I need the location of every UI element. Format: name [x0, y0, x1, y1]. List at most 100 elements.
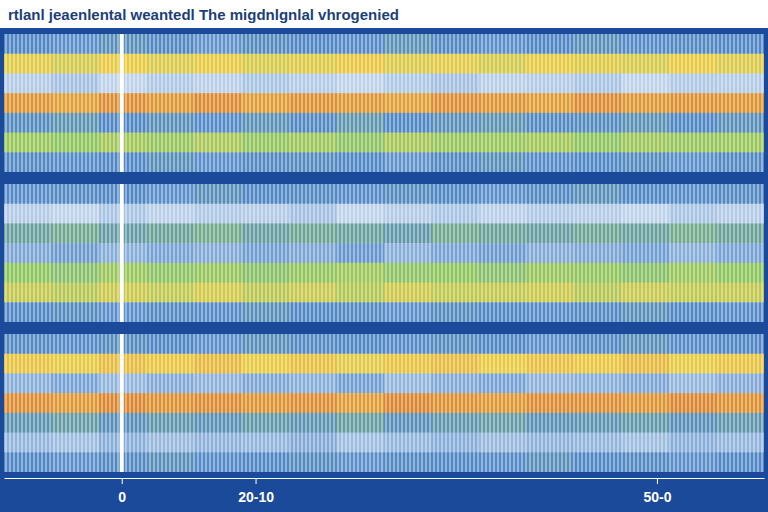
stripe [737, 334, 738, 472]
stripe [517, 184, 518, 322]
stripe [437, 34, 438, 172]
stripe [165, 334, 166, 472]
heatmap-cell [432, 263, 480, 283]
stripe [529, 34, 530, 172]
stripe [321, 184, 322, 322]
stripe [213, 184, 214, 322]
stripe [413, 334, 414, 472]
heatmap-cell [4, 452, 52, 472]
stripe [277, 334, 278, 472]
stripe [709, 184, 710, 322]
stripe [321, 34, 322, 172]
stripe [253, 184, 254, 322]
heatmap-cell [717, 433, 765, 453]
heatmap-cell [432, 302, 480, 322]
panel-background [4, 184, 764, 322]
heatmap-cell [384, 452, 432, 472]
stripe [689, 184, 690, 322]
stripe [745, 184, 746, 322]
stripe [149, 184, 150, 322]
stripe [57, 184, 58, 322]
stripe [81, 184, 82, 322]
heatmap-cell [4, 243, 52, 263]
stripe [581, 184, 582, 322]
heatmap-cell [432, 113, 480, 133]
stripe [421, 184, 422, 322]
stripe [189, 184, 190, 322]
stripe [121, 34, 122, 172]
stripe [421, 34, 422, 172]
stripe [73, 34, 74, 172]
stripe [733, 334, 734, 472]
stripe [545, 34, 546, 172]
stripe [61, 184, 62, 322]
stripe [449, 334, 450, 472]
heatmap-cell [717, 93, 765, 113]
stripe [517, 334, 518, 472]
stripe [341, 334, 342, 472]
stripe [629, 334, 630, 472]
stripe [61, 334, 62, 472]
stripe [625, 334, 626, 472]
stripe [137, 34, 138, 172]
stripe [433, 334, 434, 472]
stripe [117, 334, 118, 472]
stripe [717, 184, 718, 322]
stripe [641, 184, 642, 322]
stripe [365, 334, 366, 472]
heatmap-cell [432, 93, 480, 113]
stripe [285, 34, 286, 172]
stripe [173, 184, 174, 322]
stripe [625, 34, 626, 172]
stripe [533, 34, 534, 172]
stripe [117, 184, 118, 322]
stripe [269, 334, 270, 472]
stripe [173, 34, 174, 172]
stripe [45, 34, 46, 172]
stripe [241, 34, 242, 172]
heatmap-cell [717, 204, 765, 224]
stripe [229, 184, 230, 322]
heatmap-cell [384, 113, 432, 133]
stripe [393, 34, 394, 172]
stripe [61, 34, 62, 172]
stripe [173, 334, 174, 472]
stripe [609, 34, 610, 172]
stripe [309, 184, 310, 322]
stripe [297, 184, 298, 322]
stripe [121, 184, 122, 322]
stripe [749, 34, 750, 172]
heatmap-cell [4, 93, 52, 113]
stripe [273, 34, 274, 172]
heatmap-cell [717, 393, 765, 413]
heatmap-cell [384, 73, 432, 93]
heatmap-cell [717, 152, 765, 172]
heatmap-cell [384, 413, 432, 433]
stripe [669, 184, 670, 322]
tick-label: 50-0 [643, 489, 671, 505]
stripe [25, 184, 26, 322]
panel-background [4, 34, 764, 172]
stripes [6, 34, 762, 172]
stripe [341, 34, 342, 172]
stripe [509, 184, 510, 322]
stripe [237, 334, 238, 472]
stripe [505, 334, 506, 472]
stripe [97, 184, 98, 322]
stripe [245, 334, 246, 472]
stripe [93, 184, 94, 322]
stripe [133, 184, 134, 322]
stripe [577, 184, 578, 322]
stripe [525, 184, 526, 322]
stripe [673, 34, 674, 172]
stripe [141, 34, 142, 172]
stripe [741, 34, 742, 172]
stripe [613, 34, 614, 172]
tick: 0 [118, 478, 126, 505]
stripe [557, 184, 558, 322]
heatmap-cell [432, 393, 480, 413]
stripe [757, 34, 758, 172]
stripe [385, 184, 386, 322]
stripe [701, 34, 702, 172]
stripe [521, 34, 522, 172]
